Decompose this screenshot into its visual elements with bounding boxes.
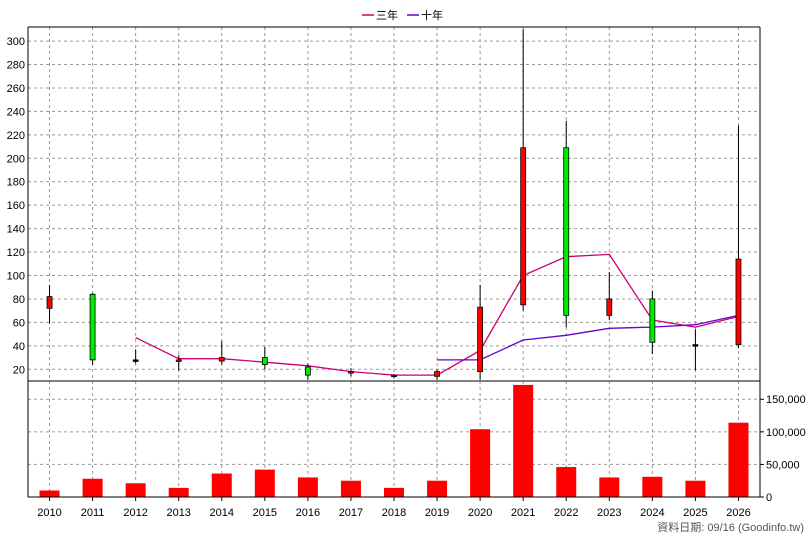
price-tick-label: 180	[7, 177, 25, 189]
x-tick-label: 2018	[382, 507, 406, 519]
candle-body	[520, 147, 527, 306]
candle-body	[46, 296, 53, 309]
x-tick-label: 2013	[166, 507, 190, 519]
price-tick-label: 160	[7, 200, 25, 212]
candle-body	[391, 374, 397, 378]
candle-body	[175, 359, 182, 362]
x-tick-label: 2019	[425, 507, 449, 519]
volume-bar	[254, 469, 275, 497]
footer-source: 資料日期: 09/16 (Goodinfo.tw)	[657, 520, 804, 534]
price-tick-label: 300	[7, 36, 25, 48]
x-tick-label: 2015	[253, 507, 277, 519]
volume-tick-label: 100,000	[766, 427, 806, 439]
volume-bar	[728, 422, 749, 497]
volume-tick-label: 150,000	[766, 394, 806, 406]
volume-bar	[513, 384, 534, 497]
x-tick-label: 2022	[554, 507, 578, 519]
volume-tick-label: 0	[766, 492, 772, 504]
candle-body	[132, 359, 139, 362]
price-tick-label: 100	[7, 271, 25, 283]
candle-body	[477, 306, 484, 373]
price-tick-label: 60	[13, 317, 25, 329]
volume-bar	[470, 429, 491, 497]
volume-bar	[297, 477, 318, 497]
price-tick-label: 280	[7, 60, 25, 72]
candle-body	[563, 147, 570, 316]
x-tick-label: 2016	[296, 507, 320, 519]
volume-tick-label: 50,000	[766, 459, 800, 471]
candle-body	[89, 293, 96, 361]
candle-body	[304, 366, 311, 376]
price-panel: 20 40 60 80 100 120 140 160 180 200 220 240 260 280 30…	[7, 27, 760, 497]
volume-bar	[168, 487, 189, 497]
volume-bar	[82, 478, 103, 497]
price-tick-label: 20	[13, 364, 25, 376]
candle-body	[434, 371, 440, 377]
price-tick-label: 260	[7, 83, 25, 95]
x-axis: 2010 2011 2012 2013 2014 2015 2016 2017 2018 2019…	[27, 26, 761, 519]
x-tick-label: 2011	[81, 507, 105, 519]
price-tick-label: 240	[7, 106, 25, 118]
x-tick-label: 2024	[640, 507, 664, 519]
price-tick-label: 120	[7, 247, 25, 259]
x-tick-label: 2026	[726, 507, 750, 519]
candle-body	[735, 258, 742, 346]
volume-bar	[340, 480, 361, 497]
legend-label-three-year: 三年	[376, 8, 398, 22]
candle-body	[348, 371, 354, 374]
legend: 三年 十年	[362, 8, 443, 22]
legend-label-ten-year: 十年	[421, 8, 443, 22]
candle-body	[261, 357, 268, 365]
moving-average-line	[437, 314, 739, 361]
moving-average-line	[135, 253, 739, 376]
x-tick-label: 2014	[210, 507, 234, 519]
x-tick-label: 2017	[339, 507, 363, 519]
candle-body	[218, 357, 225, 362]
candle-body	[692, 344, 699, 347]
price-tick-label: 140	[7, 224, 25, 236]
volume-bar	[384, 487, 404, 497]
volume-bar	[599, 477, 620, 497]
volume-bar	[685, 480, 706, 497]
candle-body	[606, 298, 613, 316]
x-tick-label: 2023	[597, 507, 621, 519]
volume-bar	[125, 483, 146, 497]
volume-bar	[427, 480, 448, 497]
volume-panel: 0 50,000 100,000 150,000	[28, 384, 806, 504]
volume-bar	[556, 467, 577, 497]
x-tick-label: 2020	[468, 507, 492, 519]
x-tick-label: 2025	[683, 507, 707, 519]
candle-body	[649, 298, 656, 343]
volume-bar	[39, 490, 60, 497]
price-tick-label: 40	[13, 341, 25, 353]
volume-bar	[211, 473, 232, 497]
x-tick-label: 2021	[511, 507, 535, 519]
price-tick-label: 200	[7, 153, 25, 165]
price-tick-label: 220	[7, 130, 25, 142]
x-tick-label: 2010	[37, 507, 61, 519]
x-tick-label: 2012	[123, 507, 147, 519]
volume-bar	[642, 476, 663, 497]
price-tick-label: 80	[13, 294, 25, 306]
